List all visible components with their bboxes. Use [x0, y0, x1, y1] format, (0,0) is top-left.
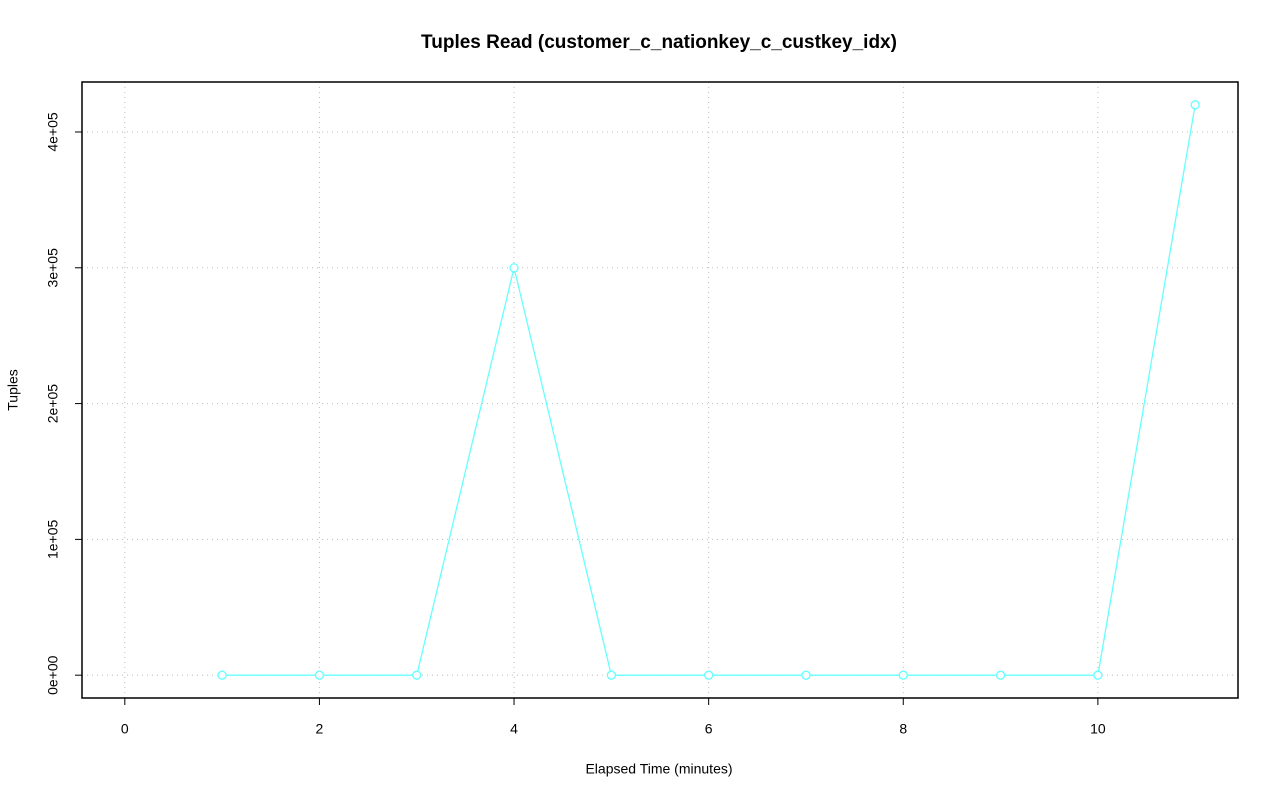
y-axis-label: Tuples — [5, 369, 21, 411]
y-tick-label: 0e+00 — [45, 655, 61, 695]
y-tick-label: 1e+05 — [45, 520, 61, 560]
data-point — [704, 670, 714, 680]
series-line — [222, 104, 1196, 676]
chart-title: Tuples Read (customer_c_nationkey_c_cust… — [421, 32, 897, 53]
x-tick-label: 6 — [705, 721, 713, 737]
data-point — [801, 670, 811, 680]
data-point — [606, 670, 616, 680]
y-tick-label: 3e+05 — [45, 248, 61, 288]
x-tick-label: 0 — [121, 721, 129, 737]
data-point — [314, 670, 325, 680]
data-point — [995, 670, 1006, 680]
x-tick-label: 10 — [1090, 721, 1106, 737]
x-tick-label: 2 — [316, 721, 324, 737]
plot-frame — [81, 81, 1239, 699]
data-point — [1190, 100, 1200, 110]
y-tick-label: 2e+05 — [45, 384, 61, 424]
y-tick-label: 4e+05 — [45, 112, 61, 152]
x-axis-label: Elapsed Time (minutes) — [585, 761, 732, 777]
data-point — [412, 670, 422, 680]
x-tick-label: 4 — [510, 721, 518, 737]
x-tick-label: 8 — [899, 721, 907, 737]
data-point — [217, 670, 227, 680]
data-point — [1093, 670, 1103, 680]
data-point — [898, 670, 908, 680]
data-point — [509, 263, 519, 273]
